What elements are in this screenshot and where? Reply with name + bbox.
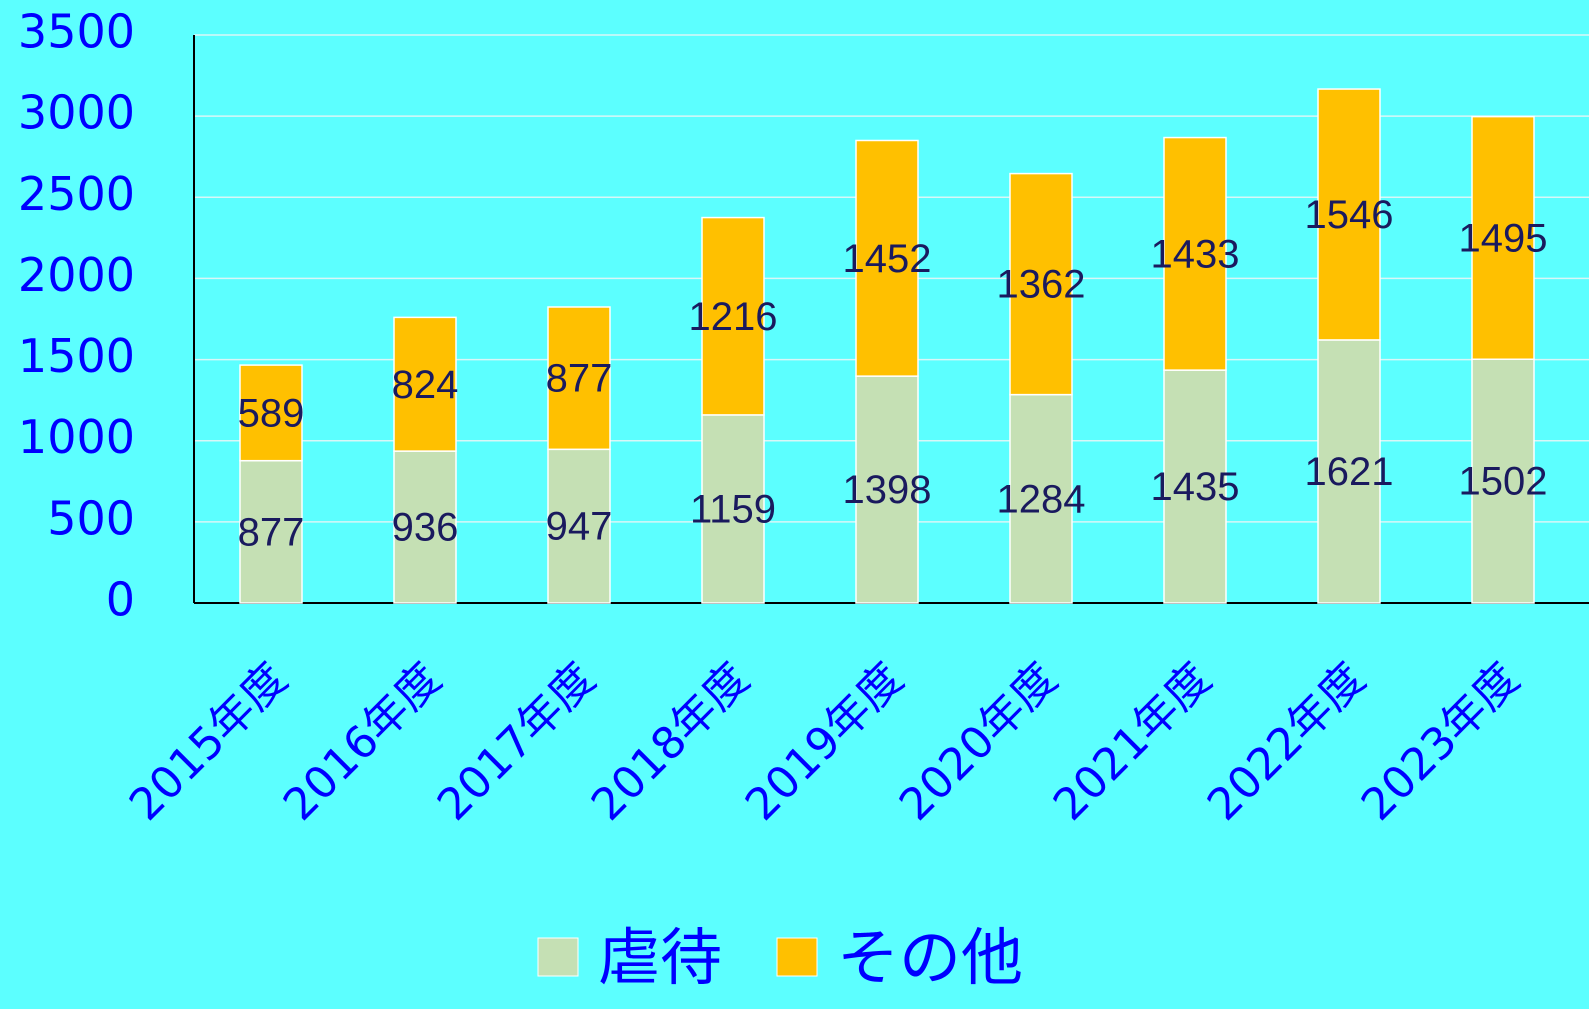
y-tick-label: 2500 xyxy=(18,167,135,221)
bar xyxy=(1163,136,1227,371)
y-tick-label: 2000 xyxy=(18,248,135,302)
data-label: 1546 xyxy=(1305,193,1394,237)
bar xyxy=(1317,339,1381,604)
bar xyxy=(1163,369,1227,604)
bar xyxy=(547,448,611,604)
y-tick-label: 3500 xyxy=(18,5,135,59)
data-label: 877 xyxy=(546,357,613,401)
bar xyxy=(1317,88,1381,341)
data-label: 1452 xyxy=(843,237,932,281)
data-label: 1159 xyxy=(690,488,776,532)
bar xyxy=(239,364,303,462)
legend-label: 虐待 xyxy=(598,921,722,994)
data-label: 1433 xyxy=(1151,232,1240,276)
data-label: 1621 xyxy=(1305,450,1394,494)
bar xyxy=(393,450,457,604)
data-label: 1398 xyxy=(843,468,932,512)
bar xyxy=(1009,172,1073,396)
data-label: 1216 xyxy=(689,295,778,339)
y-tick-label: 1000 xyxy=(18,410,135,464)
legend-label: その他 xyxy=(837,921,1023,994)
bar xyxy=(1471,358,1535,604)
bar xyxy=(855,375,919,604)
data-label: 936 xyxy=(392,506,459,550)
data-label: 1435 xyxy=(1151,465,1240,509)
bar xyxy=(1471,115,1535,360)
bar xyxy=(393,316,457,452)
data-label: 1502 xyxy=(1459,460,1548,504)
bar xyxy=(239,459,303,604)
y-tick-label: 3000 xyxy=(18,86,135,140)
bar xyxy=(547,306,611,451)
y-tick-label: 0 xyxy=(106,573,135,627)
data-label: 947 xyxy=(546,505,613,549)
data-label: 1362 xyxy=(997,263,1086,307)
bar xyxy=(855,139,919,377)
data-label: 877 xyxy=(238,510,305,554)
data-label: 1495 xyxy=(1459,217,1548,261)
bar xyxy=(701,414,765,604)
bar xyxy=(1009,393,1073,604)
legend-swatch xyxy=(537,937,579,977)
data-label: 824 xyxy=(392,363,459,407)
y-tick-label: 500 xyxy=(47,491,135,545)
legend-swatch xyxy=(776,937,818,977)
bar xyxy=(701,216,765,416)
data-label: 589 xyxy=(238,391,305,435)
y-tick-label: 1500 xyxy=(18,329,135,383)
data-label: 1284 xyxy=(997,477,1086,521)
